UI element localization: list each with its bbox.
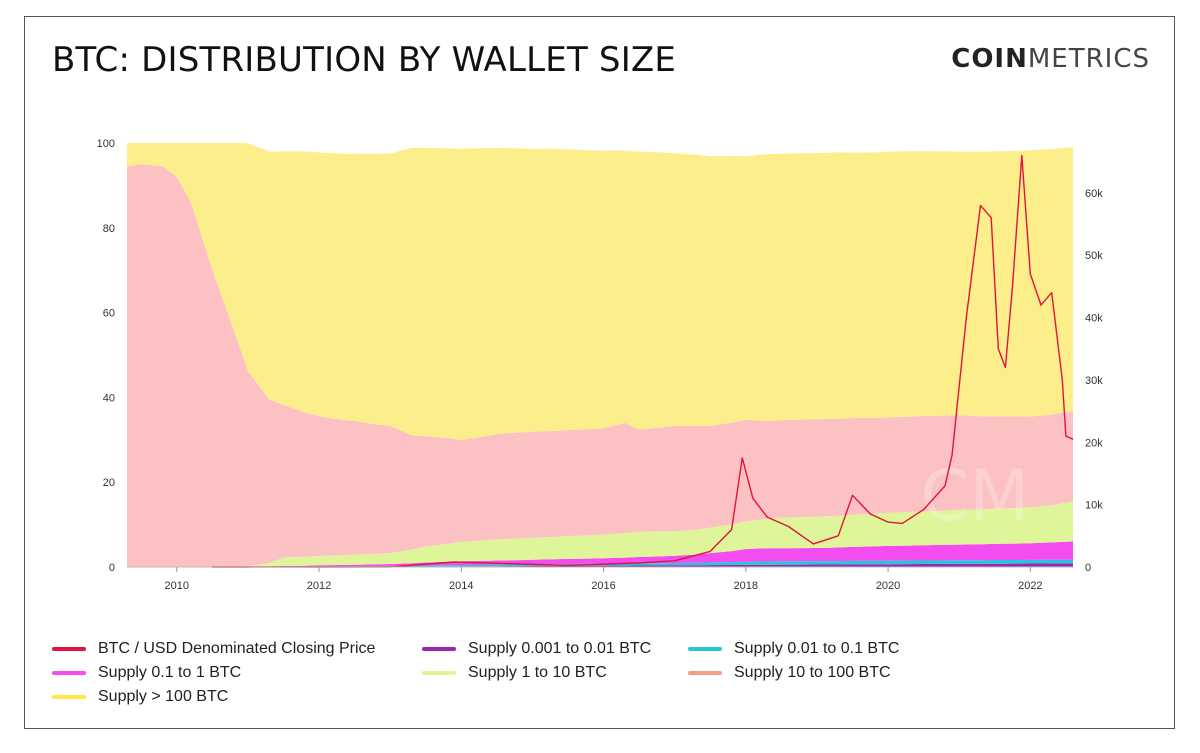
legend-label-price: BTC / USD Denominated Closing Price	[98, 640, 376, 657]
y-left-tick-0: 0	[109, 562, 115, 574]
legend-item-01[interactable]: Supply 0.1 to 1 BTC	[52, 664, 241, 682]
y-right-tick-4: 40k	[1085, 313, 1103, 325]
watermark: CM	[920, 455, 1029, 537]
legend-swatch-001	[688, 647, 722, 651]
legend-item-100[interactable]: Supply > 100 BTC	[52, 688, 228, 706]
y-left-tick-4: 80	[103, 223, 115, 235]
legend-label-0001: Supply 0.001 to 0.01 BTC	[468, 640, 652, 657]
y-left-tick-5: 100	[97, 138, 115, 150]
legend-swatch-01	[52, 671, 86, 675]
legend-swatch-10	[688, 671, 722, 675]
legend-label-01: Supply 0.1 to 1 BTC	[98, 664, 242, 681]
coinmetrics-logo: COINMETRICS	[951, 44, 1150, 74]
legend-item-0001[interactable]: Supply 0.001 to 0.01 BTC	[422, 640, 651, 658]
legend-item-10[interactable]: Supply 10 to 100 BTC	[688, 664, 891, 682]
y-right-tick-6: 60k	[1085, 188, 1103, 200]
x-tick-4: 2018	[734, 580, 758, 592]
y-right-tick-1: 10k	[1085, 500, 1103, 512]
y-left-tick-3: 60	[103, 308, 115, 320]
legend-label-1: Supply 1 to 10 BTC	[468, 664, 607, 681]
logo-bold-text: COIN	[951, 44, 1028, 74]
y-left-tick-2: 40	[103, 392, 115, 404]
y-right-tick-0: 0	[1085, 562, 1091, 574]
legend-swatch-100	[52, 695, 86, 699]
legend-item-001[interactable]: Supply 0.01 to 0.1 BTC	[688, 640, 899, 658]
area-series-5	[127, 143, 1073, 440]
x-tick-5: 2020	[876, 580, 900, 592]
y-right-tick-2: 20k	[1085, 437, 1103, 449]
x-tick-2: 2014	[449, 580, 473, 592]
y-left-tick-1: 20	[103, 477, 115, 489]
y-right-tick-3: 30k	[1085, 375, 1103, 387]
logo-light-text: METRICS	[1027, 44, 1150, 74]
legend-item-1[interactable]: Supply 1 to 10 BTC	[422, 664, 607, 682]
y-right-tick-5: 50k	[1085, 250, 1103, 262]
area-series-1	[127, 559, 1073, 567]
price-line	[212, 154, 1074, 568]
x-tick-3: 2016	[591, 580, 615, 592]
legend-swatch-0001	[422, 647, 456, 651]
legend-swatch-price	[52, 647, 86, 651]
area-series-2	[127, 541, 1073, 567]
x-tick-6: 2022	[1018, 580, 1042, 592]
area-series-0	[127, 563, 1073, 567]
legend-item-price[interactable]: BTC / USD Denominated Closing Price	[52, 640, 375, 658]
x-tick-0: 2010	[165, 580, 189, 592]
legend-swatch-1	[422, 671, 456, 675]
page-title: BTC: DISTRIBUTION BY WALLET SIZE	[52, 40, 677, 80]
area-series-4	[127, 164, 1073, 567]
legend-label-100: Supply > 100 BTC	[98, 688, 229, 705]
area-series-3	[127, 501, 1073, 567]
legend-label-10: Supply 10 to 100 BTC	[734, 664, 891, 681]
x-tick-1: 2012	[307, 580, 331, 592]
legend-label-001: Supply 0.01 to 0.1 BTC	[734, 640, 900, 657]
